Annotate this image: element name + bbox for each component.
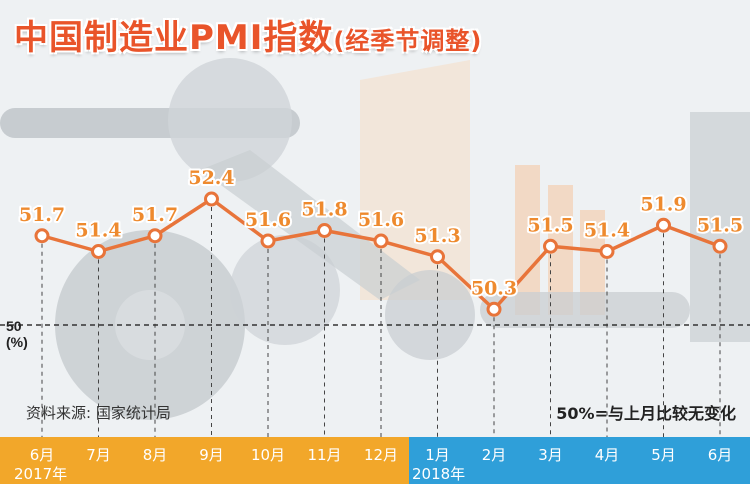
data-label: 51.4: [584, 220, 630, 242]
data-point: [204, 191, 219, 207]
data-label: 51.3: [414, 225, 460, 247]
x-tick-label: 8月: [142, 446, 168, 464]
data-label: 51.7: [132, 204, 178, 226]
data-point: [543, 238, 558, 254]
x-tick-label: 3月: [538, 446, 563, 464]
reference-value: 50: [6, 318, 22, 334]
reference-unit: (%): [6, 334, 28, 350]
data-point: [486, 301, 502, 317]
data-labels: 51.7 51.4 51.7 52.4 51.6 51.8 51.6 51.3 50.3 51.5…: [17, 165, 745, 301]
data-point: [147, 228, 163, 244]
title-main: 中国制造业PMI指数: [14, 18, 334, 58]
data-label: 50.3: [471, 277, 517, 299]
data-point: [712, 238, 728, 254]
x-tick-label: 5月: [651, 446, 676, 464]
data-label: 51.6: [358, 209, 404, 231]
data-label: 51.8: [301, 199, 347, 221]
year-2017-band: [0, 437, 409, 484]
reference-note: 50%=与上月比较无变化: [556, 404, 736, 423]
data-label: 51.7: [19, 204, 65, 226]
x-tick-label: 10月: [250, 446, 286, 464]
data-point: [430, 249, 445, 265]
x-tick-label: 12月: [363, 446, 399, 464]
data-points: [34, 191, 728, 317]
data-point: [91, 244, 106, 259]
x-tick-label: 9月: [199, 446, 224, 464]
chart-title: 中国制造业PMI指数(经季节调整): [14, 10, 482, 59]
year-label-2017: 2017年: [14, 465, 68, 483]
data-label: 51.6: [245, 209, 291, 231]
data-point: [34, 228, 50, 244]
x-tick-label: 1月: [425, 446, 450, 464]
x-tick-label: 11月: [307, 446, 342, 464]
x-tick-label: 2月: [481, 446, 507, 464]
data-label: 51.5: [527, 214, 573, 236]
title-subtitle: (经季节调整): [333, 27, 483, 55]
data-point: [599, 244, 615, 259]
reference-axis-label: 50 (%): [6, 318, 28, 350]
x-tick-label: 6月: [29, 446, 55, 464]
x-tick-label: 7月: [86, 446, 111, 464]
x-tick-label: 6月: [707, 446, 733, 464]
data-label: 52.4: [188, 167, 234, 189]
data-point: [373, 233, 389, 249]
x-tick-label: 4月: [594, 446, 620, 464]
data-point: [656, 217, 671, 233]
year-2018-band: [409, 437, 750, 484]
source-note: 资料来源: 国家统计局: [26, 404, 171, 422]
data-point: [260, 233, 276, 249]
data-label: 51.4: [75, 220, 121, 242]
guide-lines: [41, 207, 721, 437]
data-label: 51.9: [640, 193, 686, 215]
year-label-2018: 2018年: [412, 465, 466, 483]
data-point: [317, 223, 332, 238]
data-label: 51.5: [697, 214, 743, 236]
